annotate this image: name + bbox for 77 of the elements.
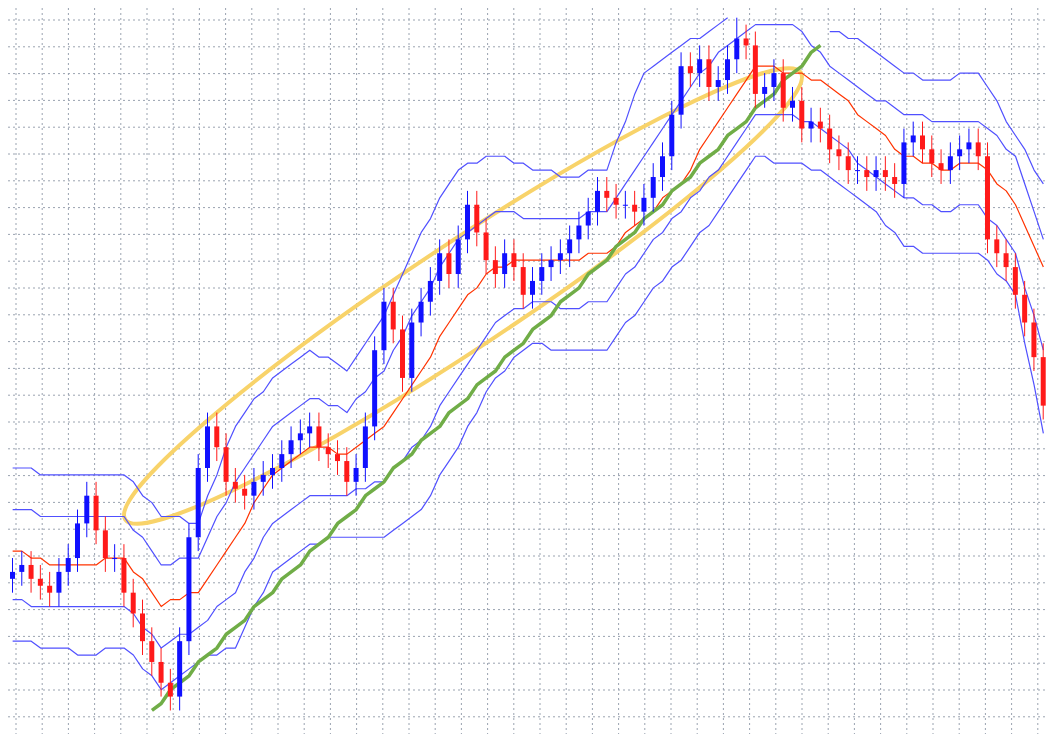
candlestick [632, 190, 638, 227]
candlestick [539, 252, 545, 296]
candlestick [279, 439, 285, 483]
candlestick [641, 183, 647, 227]
candlestick [725, 44, 730, 95]
candlestick [743, 24, 749, 60]
candlestick [994, 225, 1000, 268]
candlestick [836, 134, 842, 171]
candlestick [790, 86, 795, 123]
candlestick [167, 668, 173, 711]
candlestick [492, 245, 498, 289]
candlestick [882, 155, 888, 192]
candlestick [418, 287, 424, 337]
candlestick [845, 141, 851, 185]
candlestick [975, 128, 981, 171]
candlestick [28, 550, 34, 594]
candlestick [855, 155, 860, 185]
candlestick [910, 121, 916, 157]
candlestick [613, 183, 619, 220]
candlestick [530, 266, 535, 310]
candlestick [817, 107, 823, 143]
candlestick [260, 460, 266, 497]
candlestick [130, 578, 136, 628]
candlestick [502, 238, 508, 289]
candlestick [427, 266, 433, 317]
candlestick [827, 114, 833, 164]
candlestick [595, 176, 600, 227]
candlestick [297, 418, 303, 455]
candlestick [697, 44, 703, 88]
candlestick [660, 141, 665, 192]
candlestick [585, 197, 591, 240]
candlestick [567, 225, 573, 268]
candlestick [920, 121, 925, 164]
candlestick [446, 238, 452, 289]
candlestick [10, 557, 15, 594]
candlestick [344, 446, 350, 497]
candlestick [947, 141, 953, 185]
candlestick [957, 134, 963, 171]
candlestick [149, 626, 155, 677]
candlestick [929, 134, 935, 178]
candlestick [288, 425, 294, 469]
candlestick [335, 439, 340, 476]
candlestick [37, 564, 43, 601]
candlestick [270, 453, 275, 490]
candlestick [715, 65, 721, 102]
candlestick [232, 467, 238, 504]
candlestick [771, 58, 777, 102]
candlestick [511, 238, 517, 282]
candlestick [158, 647, 164, 698]
candlestick [762, 72, 768, 109]
candlestick [19, 550, 25, 587]
candlestick [112, 543, 118, 573]
candlestick [687, 51, 693, 88]
candlestick [1003, 238, 1009, 282]
candlestick [307, 412, 313, 448]
candlestick [622, 190, 628, 220]
candlestick [242, 474, 248, 511]
candlestick [808, 107, 814, 143]
candlestick [873, 155, 879, 192]
candlestick [892, 162, 898, 199]
candlestick [56, 557, 62, 608]
candlestick [734, 17, 740, 74]
candlestick [604, 176, 610, 213]
candlestick [214, 412, 220, 462]
candlestick [576, 211, 582, 254]
candlestick [353, 453, 359, 497]
candlestick [548, 245, 554, 282]
candlestick [325, 432, 331, 469]
candlestick [864, 155, 870, 192]
candlestick [557, 238, 563, 275]
candlestick [650, 162, 656, 213]
candlestick [251, 467, 257, 511]
candlestick [65, 543, 71, 587]
candlestick [316, 412, 322, 462]
candlestick [966, 128, 972, 164]
candlestick [938, 148, 944, 185]
candlestick [47, 571, 53, 608]
